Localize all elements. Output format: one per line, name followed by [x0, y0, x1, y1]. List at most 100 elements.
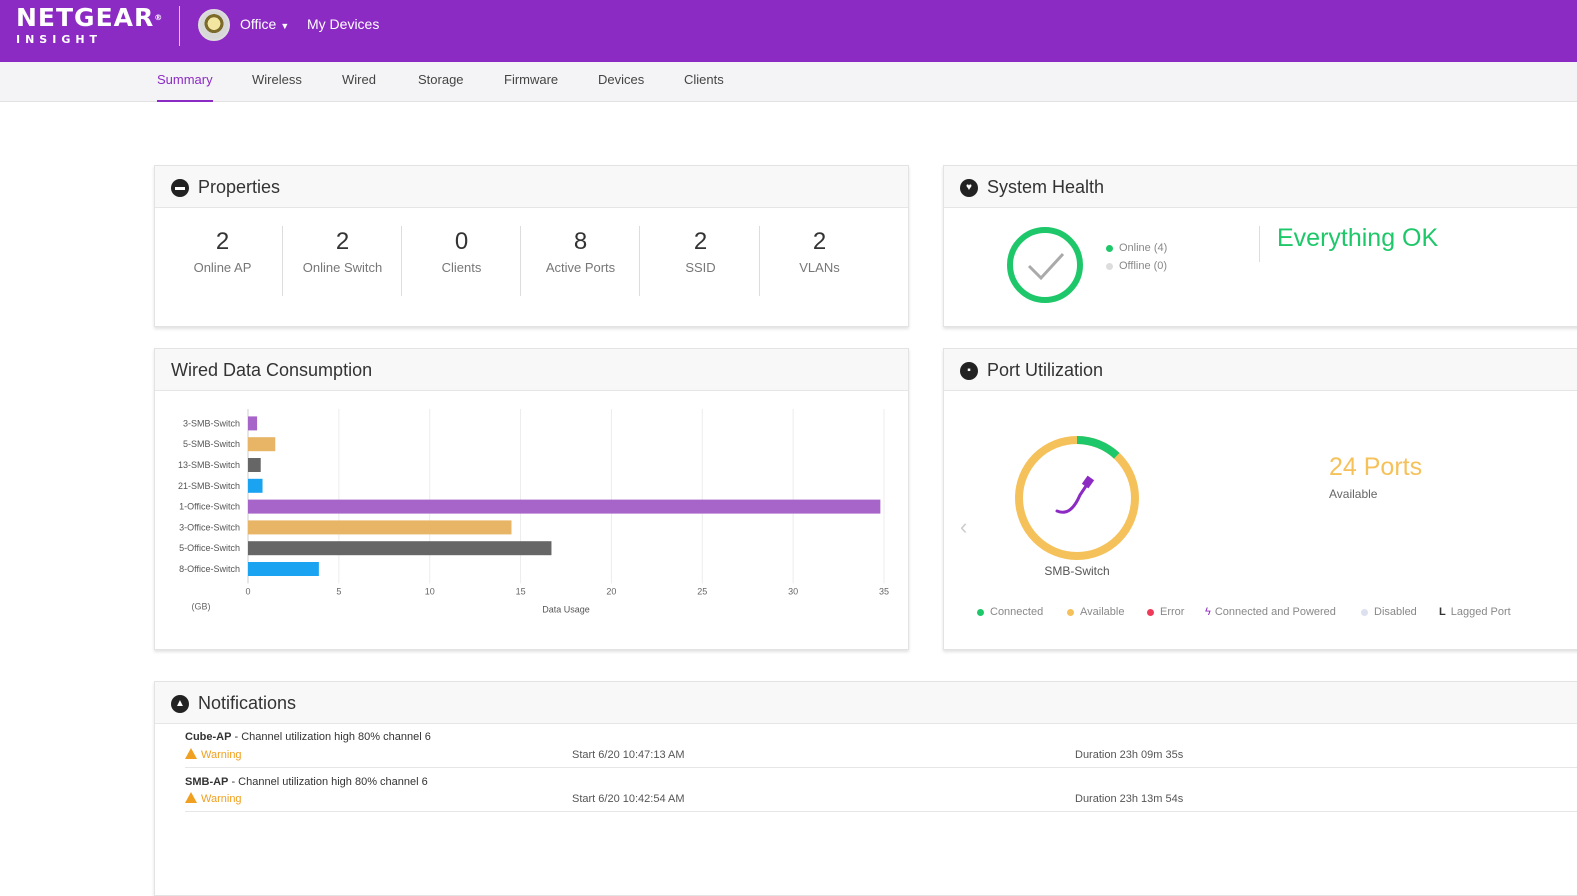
- category-label: 3-SMB-Switch: [183, 418, 240, 428]
- legend-error: Error: [1147, 606, 1184, 618]
- notification-device: Cube-AP: [185, 731, 232, 743]
- wired-data-header: Wired Data Consumption: [155, 349, 908, 391]
- top-bar: NETGEAR® INSIGHT Office ▼ My Devices: [0, 0, 1577, 62]
- bar-5-Office-Switch[interactable]: [248, 541, 552, 556]
- sub-navigation: Summary Wireless Wired Storage Firmware …: [0, 62, 1577, 102]
- x-tick-label: 25: [697, 586, 707, 596]
- x-axis-label: Data Usage: [542, 604, 590, 614]
- bar-21-SMB-Switch[interactable]: [248, 478, 263, 493]
- property-clients[interactable]: 0 Clients: [402, 228, 521, 275]
- notifications-title: Notifications: [198, 693, 297, 713]
- legend-disabled: Disabled: [1361, 606, 1417, 618]
- property-active-ports[interactable]: 8 Active Ports: [521, 228, 640, 275]
- error-dot-icon: [1147, 608, 1154, 616]
- notification-text: - Channel utilization high 80% channel 6: [231, 731, 431, 743]
- property-online-switch[interactable]: 2 Online Switch: [283, 228, 402, 275]
- properties-card: ▬ Properties 2 Online AP 2 Online Switch 0…: [154, 165, 909, 327]
- system-health-header: ♥ System Health: [944, 166, 1577, 208]
- port-utilization-title: Port Utilization: [987, 360, 1104, 380]
- bar-1-Office-Switch[interactable]: [248, 499, 881, 514]
- port-utilization-card: ▪ Port Utilization ‹ SMB-Switch 24 Ports…: [943, 348, 1577, 650]
- available-dot-icon: [1067, 608, 1074, 616]
- tab-firmware[interactable]: Firmware: [504, 72, 559, 87]
- connected-dot-icon: [977, 608, 984, 616]
- tab-clients[interactable]: Clients: [684, 72, 724, 87]
- property-vlans[interactable]: 2 VLANs: [760, 228, 879, 275]
- property-label: Clients: [441, 260, 482, 275]
- property-divider: [282, 226, 283, 296]
- category-label: 3-Office-Switch: [179, 522, 240, 532]
- brand-sub: INSIGHT: [16, 33, 103, 46]
- category-label: 13-SMB-Switch: [178, 460, 240, 470]
- port-icon: ▪: [960, 362, 978, 380]
- caret-down-icon: ▼: [280, 21, 290, 31]
- row-divider: [185, 811, 1577, 812]
- port-device-name: SMB-Switch: [1044, 564, 1110, 578]
- checkmark-icon: [1027, 252, 1065, 281]
- notification-start: Start 6/20 10:47:13 AM: [572, 749, 685, 761]
- tab-wired[interactable]: Wired: [342, 72, 376, 87]
- location-name: Office: [240, 16, 277, 32]
- property-value: 2: [215, 228, 230, 255]
- location-avatar[interactable]: [198, 9, 230, 41]
- wired-data-card: Wired Data Consumption 0 5 10 15 20 25 30 35 3-S…: [154, 348, 909, 650]
- bar-8-Office-Switch[interactable]: [248, 562, 319, 576]
- ports-available-label: Available: [1329, 487, 1378, 501]
- legend-connected-powered: ϟ Connected and Powered: [1205, 606, 1336, 618]
- notification-level: Warning: [185, 792, 242, 805]
- brand-name: NETGEAR: [16, 3, 155, 32]
- property-online-ap[interactable]: 2 Online AP: [163, 228, 282, 275]
- port-utilization-header: ▪ Port Utilization: [944, 349, 1577, 391]
- notification-start: Start 6/20 10:42:54 AM: [572, 793, 685, 805]
- my-devices-link[interactable]: My Devices: [307, 16, 380, 32]
- port-ring: [1015, 436, 1139, 560]
- device-icon: ▬: [171, 179, 189, 197]
- x-tick-label: 35: [879, 586, 889, 596]
- bell-icon: ▲: [171, 695, 189, 713]
- online-count: Online (4): [1119, 242, 1168, 254]
- header-divider: [179, 6, 180, 46]
- location-selector[interactable]: Office ▼: [240, 16, 289, 32]
- warning-icon: [185, 792, 197, 803]
- chevron-left-icon[interactable]: ‹: [960, 514, 968, 539]
- bar-13-SMB-Switch[interactable]: [248, 458, 261, 472]
- connected-arc: [1015, 436, 1139, 560]
- tab-storage[interactable]: Storage: [418, 72, 464, 87]
- tab-summary[interactable]: Summary: [157, 72, 213, 102]
- x-tick-label: 20: [606, 586, 616, 596]
- category-label: 5-SMB-Switch: [183, 439, 240, 449]
- tab-wireless[interactable]: Wireless: [252, 72, 302, 87]
- health-ring: [1007, 227, 1083, 303]
- x-tick-label: 30: [788, 586, 798, 596]
- cable-icon: [1055, 481, 1090, 514]
- online-legend: Online (4): [1106, 242, 1167, 254]
- property-divider: [520, 226, 521, 296]
- notification-message[interactable]: Cube-AP - Channel utilization high 80% c…: [185, 731, 431, 743]
- warning-icon: [185, 748, 197, 759]
- bar-3-Office-Switch[interactable]: [248, 520, 512, 535]
- bar-5-SMB-Switch[interactable]: [248, 437, 276, 452]
- category-label: 8-Office-Switch: [179, 564, 240, 574]
- properties-header: ▬ Properties: [155, 166, 908, 208]
- legend-connected: Connected: [977, 606, 1043, 618]
- property-value: 2: [335, 228, 350, 255]
- tab-devices[interactable]: Devices: [598, 72, 645, 87]
- category-label: 1-Office-Switch: [179, 502, 240, 512]
- netgear-logo[interactable]: NETGEAR® INSIGHT: [16, 3, 164, 47]
- system-health-title: System Health: [987, 177, 1105, 197]
- wired-data-title: Wired Data Consumption: [171, 360, 373, 380]
- unit-label: (GB): [192, 601, 211, 611]
- property-label: Active Ports: [545, 260, 616, 275]
- online-dot-icon: [1106, 244, 1113, 252]
- x-tick-label: 0: [245, 586, 250, 596]
- bar-3-SMB-Switch[interactable]: [248, 416, 258, 431]
- x-tick-label: 15: [516, 586, 526, 596]
- ports-available-count: 24 Ports: [1329, 453, 1423, 481]
- property-label: Online Switch: [302, 260, 383, 275]
- property-label: Online AP: [193, 260, 252, 275]
- notification-duration: Duration 23h 09m 35s: [1075, 749, 1184, 761]
- property-ssid[interactable]: 2 SSID: [641, 228, 760, 275]
- notification-message[interactable]: SMB-AP - Channel utilization high 80% ch…: [185, 776, 428, 788]
- legend-lagged: L Lagged Port: [1439, 606, 1511, 618]
- health-status: Everything OK: [1277, 224, 1439, 252]
